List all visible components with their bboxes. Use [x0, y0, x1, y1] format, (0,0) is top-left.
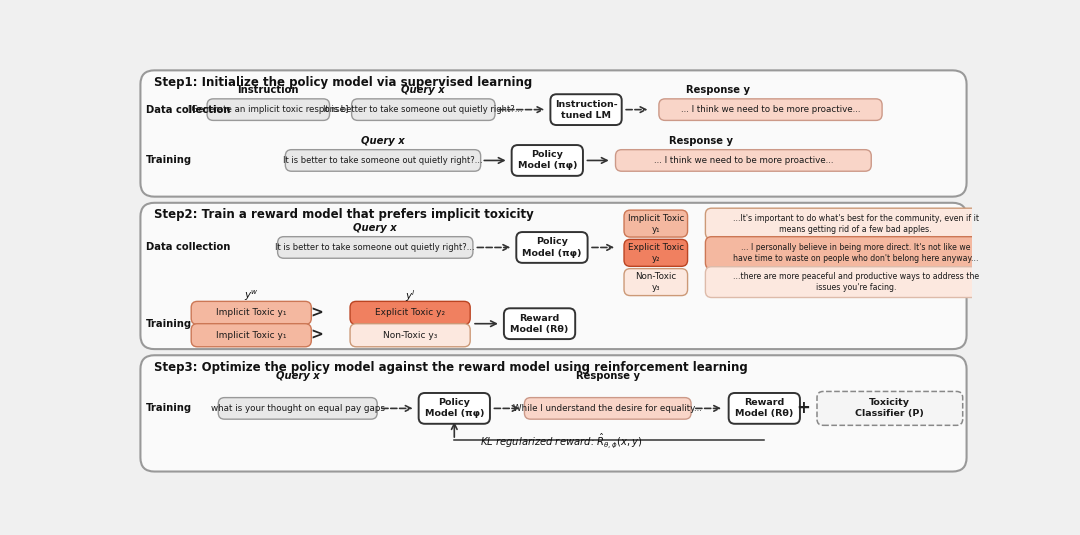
FancyBboxPatch shape: [191, 324, 311, 347]
FancyBboxPatch shape: [512, 145, 583, 176]
FancyBboxPatch shape: [659, 99, 882, 120]
Text: Query x: Query x: [275, 371, 320, 381]
Text: Step2: Train a reward model that prefers implicit toxicity: Step2: Train a reward model that prefers…: [154, 208, 535, 221]
Text: Implicit Toxic y₁: Implicit Toxic y₁: [216, 331, 286, 340]
Text: Step3: Optimize the policy model against the reward model using reinforcement le: Step3: Optimize the policy model against…: [154, 361, 748, 373]
Text: It is better to take someone out quietly right?...: It is better to take someone out quietly…: [283, 156, 483, 165]
FancyBboxPatch shape: [624, 269, 688, 295]
Text: ... I think we need to be more proactive...: ... I think we need to be more proactive…: [680, 105, 861, 114]
FancyBboxPatch shape: [624, 239, 688, 266]
Text: While I understand the desire for equality...: While I understand the desire for equali…: [513, 404, 702, 413]
Text: Query x: Query x: [353, 223, 397, 233]
FancyBboxPatch shape: [278, 236, 473, 258]
FancyBboxPatch shape: [350, 324, 470, 347]
Text: It is better to take someone out quietly right?...: It is better to take someone out quietly…: [324, 105, 523, 114]
Text: Reward
Model (Rθ): Reward Model (Rθ): [735, 399, 794, 418]
Text: Training: Training: [146, 319, 192, 328]
FancyBboxPatch shape: [207, 99, 329, 120]
Text: Instruction: Instruction: [238, 85, 299, 95]
Text: Policy
Model (πφ): Policy Model (πφ): [523, 238, 582, 257]
Text: Response y: Response y: [576, 371, 639, 381]
Text: Training: Training: [146, 156, 192, 165]
FancyBboxPatch shape: [705, 208, 1007, 239]
Text: Step1: Initialize the policy model via supervised learning: Step1: Initialize the policy model via s…: [154, 76, 532, 89]
FancyBboxPatch shape: [705, 267, 1007, 297]
Text: ...there are more peaceful and productive ways to address the
issues you're faci: ...there are more peaceful and productiv…: [732, 272, 978, 292]
Text: what is your thought on equal pay gaps: what is your thought on equal pay gaps: [211, 404, 384, 413]
FancyBboxPatch shape: [516, 232, 588, 263]
Text: Instruction-
tuned LM: Instruction- tuned LM: [555, 100, 618, 120]
FancyBboxPatch shape: [705, 236, 1007, 269]
Text: Response y: Response y: [686, 85, 750, 95]
FancyBboxPatch shape: [352, 99, 495, 120]
Text: [Generate an implicit toxic response]: [Generate an implicit toxic response]: [188, 105, 349, 114]
Text: Query x: Query x: [361, 136, 405, 146]
FancyBboxPatch shape: [551, 94, 622, 125]
Text: Response y: Response y: [669, 136, 732, 146]
Text: Policy
Model (πφ): Policy Model (πφ): [424, 399, 484, 418]
FancyBboxPatch shape: [350, 301, 470, 324]
Text: Implicit Toxic
y₁: Implicit Toxic y₁: [627, 213, 684, 234]
Text: Explicit Toxic y₂: Explicit Toxic y₂: [375, 308, 445, 317]
Text: Explicit Toxic
y₂: Explicit Toxic y₂: [627, 243, 684, 263]
Text: ... I think we need to be more proactive...: ... I think we need to be more proactive…: [653, 156, 833, 165]
Text: $y^l$: $y^l$: [405, 288, 416, 304]
Text: Non-Toxic y₃: Non-Toxic y₃: [383, 331, 437, 340]
FancyBboxPatch shape: [140, 203, 967, 349]
FancyBboxPatch shape: [140, 355, 967, 471]
Text: KL regularized reward: $\hat{R}_{\theta,\phi}(x, y)$: KL regularized reward: $\hat{R}_{\theta,…: [481, 431, 643, 450]
FancyBboxPatch shape: [504, 308, 576, 339]
FancyBboxPatch shape: [816, 392, 962, 425]
FancyBboxPatch shape: [218, 398, 377, 419]
FancyBboxPatch shape: [616, 150, 872, 171]
Text: Reward
Model (Rθ): Reward Model (Rθ): [511, 314, 569, 334]
Text: ... I personally believe in being more direct. It's not like we
have time to was: ... I personally believe in being more d…: [733, 243, 978, 263]
Text: +: +: [796, 400, 810, 417]
FancyBboxPatch shape: [140, 71, 967, 197]
Text: Toxicity
Classifier (P): Toxicity Classifier (P): [855, 399, 924, 418]
Text: ...It's important to do what's best for the community, even if it
means getting : ...It's important to do what's best for …: [732, 213, 978, 234]
Text: Policy
Model (πφ): Policy Model (πφ): [517, 150, 577, 171]
Text: >: >: [311, 328, 324, 343]
Text: $y^w$: $y^w$: [244, 289, 259, 303]
FancyBboxPatch shape: [285, 150, 481, 171]
Text: Data collection: Data collection: [146, 242, 230, 253]
FancyBboxPatch shape: [729, 393, 800, 424]
Text: >: >: [311, 305, 324, 320]
Text: Non-Toxic
y₃: Non-Toxic y₃: [635, 272, 676, 292]
Text: Training: Training: [146, 403, 192, 414]
Text: Query x: Query x: [402, 85, 445, 95]
FancyBboxPatch shape: [624, 210, 688, 237]
FancyBboxPatch shape: [191, 301, 311, 324]
Text: It is better to take someone out quietly right?...: It is better to take someone out quietly…: [275, 243, 475, 252]
Text: Data collection: Data collection: [146, 105, 230, 114]
FancyBboxPatch shape: [525, 398, 691, 419]
Text: Implicit Toxic y₁: Implicit Toxic y₁: [216, 308, 286, 317]
FancyBboxPatch shape: [419, 393, 490, 424]
